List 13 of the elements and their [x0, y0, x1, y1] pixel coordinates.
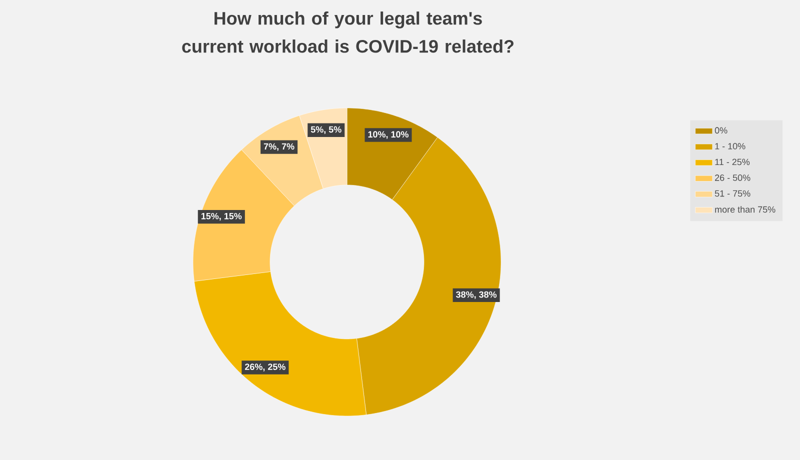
data-label: 5%, 5%: [310, 126, 342, 134]
legend-label: 1 - 10%: [715, 142, 746, 150]
data-label: 38%, 38%: [456, 291, 497, 300]
data-label: 7%, 7%: [264, 143, 294, 151]
legend-label: 26 - 50%: [715, 174, 750, 181]
legend-label: 51 - 75%: [714, 190, 750, 197]
chart-title: How much of your legal team's current workload is COVID-19 related?: [182, 12, 514, 53]
legend-label: more than 75%: [715, 206, 776, 213]
data-label: 26%, 25%: [244, 364, 286, 372]
data-label: 15%, 15%: [201, 212, 242, 221]
legend-label: 11 - 25%: [715, 158, 750, 166]
legend-label: 0%: [714, 127, 728, 134]
data-label: 10%, 10%: [368, 131, 409, 139]
